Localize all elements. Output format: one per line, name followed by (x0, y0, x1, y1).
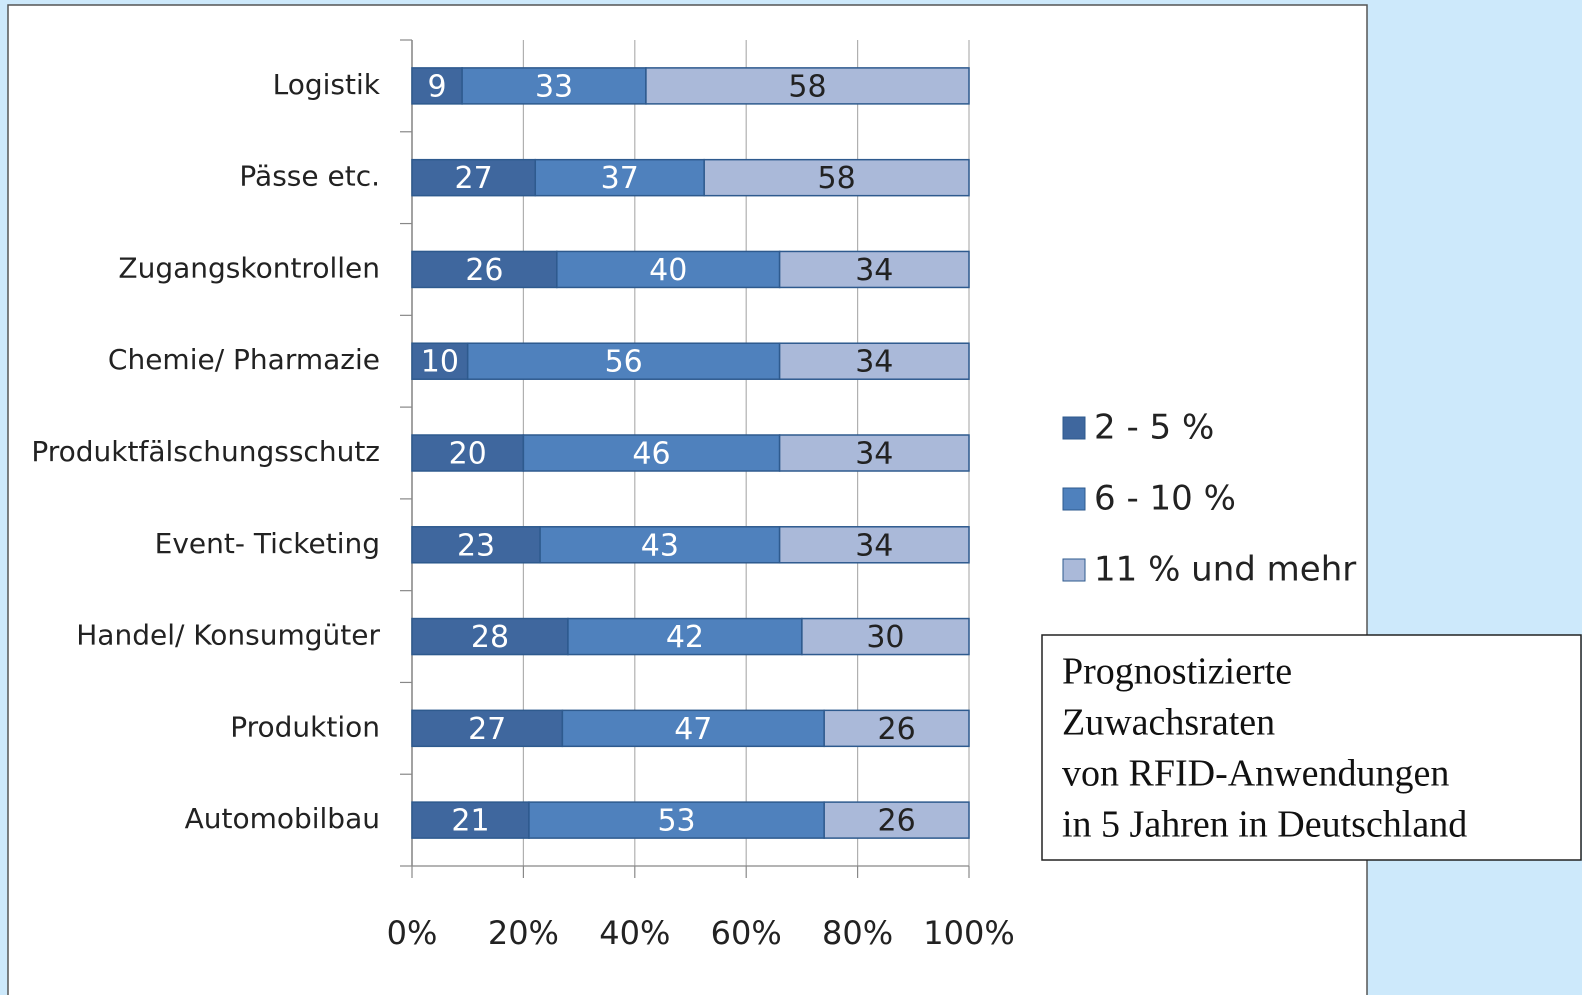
data-label: 56 (605, 345, 643, 380)
data-label: 42 (666, 620, 704, 655)
bar-segment (801, 617, 970, 656)
data-label: 46 (632, 437, 670, 472)
data-label: 10 (421, 345, 459, 380)
y-tick-label: Handel/ Konsumgüter (76, 619, 380, 652)
y-tick-label: Pässe etc. (239, 160, 380, 193)
bar-segment (778, 250, 970, 289)
bar-segment (522, 434, 781, 472)
bar-segment (411, 158, 537, 197)
legend-label: 6 - 10 % (1094, 479, 1236, 519)
bar-segment (461, 67, 647, 105)
data-label: 37 (601, 161, 639, 196)
y-tick-label: Zugangskontrollen (118, 251, 380, 284)
data-label: 23 (457, 528, 495, 563)
legend-swatch (1062, 558, 1086, 582)
bar-segment (411, 801, 530, 839)
x-tick-label: 60% (711, 914, 782, 952)
annotation-line: Prognostizierte (1062, 651, 1292, 693)
data-label: 20 (449, 437, 487, 472)
y-tick-label: Chemie/ Pharmazie (108, 343, 380, 376)
data-label: 34 (855, 437, 893, 472)
data-label: 27 (468, 712, 506, 747)
bar-segment (411, 67, 463, 105)
legend-label: 2 - 5 % (1094, 408, 1214, 448)
annotation-line: in 5 Jahren in Deutschland (1062, 804, 1467, 846)
bar-segment (823, 709, 970, 748)
bar-segment (645, 67, 970, 105)
annotation-line: Zuwachsraten (1062, 702, 1275, 744)
data-label: 27 (455, 161, 493, 196)
bar-segment (778, 342, 970, 380)
bar-segment (411, 526, 541, 564)
data-label: 34 (855, 253, 893, 288)
y-tick-label: Produktion (230, 710, 380, 743)
legend-swatch (1062, 487, 1086, 511)
annotation-line: von RFID-Anwendungen (1062, 753, 1449, 795)
data-label: 40 (649, 253, 687, 288)
data-label: 33 (535, 69, 573, 104)
x-tick-label: 40% (599, 914, 670, 952)
data-label: 9 (428, 69, 447, 104)
bar-segment (466, 342, 781, 380)
x-tick-label: 0% (387, 914, 438, 952)
data-label: 58 (788, 69, 826, 104)
data-label: 58 (818, 161, 856, 196)
y-tick-label: Automobilbau (185, 802, 380, 835)
data-label: 28 (471, 620, 509, 655)
data-label: 47 (674, 712, 712, 747)
bar-segment (567, 617, 803, 656)
bar-segment (778, 434, 970, 472)
x-tick-label: 80% (822, 914, 893, 952)
data-label: 26 (877, 804, 915, 839)
bar-segment (778, 526, 970, 564)
data-label: 34 (855, 528, 893, 563)
bar-segment (528, 801, 825, 839)
legend-label: 11 % und mehr (1094, 550, 1356, 590)
y-tick-label: Event- Ticketing (155, 527, 380, 560)
legend-swatch (1062, 416, 1086, 440)
x-tick-label: 100% (923, 914, 1014, 952)
bar-segment (411, 342, 469, 380)
x-tick-label: 20% (488, 914, 559, 952)
bar-segment (539, 526, 781, 564)
data-label: 53 (657, 804, 695, 839)
bar-segment (703, 158, 970, 197)
y-tick-label: Produktfälschungsschutz (31, 435, 380, 468)
annotation-box (1041, 634, 1582, 861)
data-label: 26 (465, 253, 503, 288)
data-label: 21 (451, 804, 489, 839)
data-label: 34 (855, 345, 893, 380)
data-label: 26 (877, 712, 915, 747)
bar-segment (556, 250, 781, 289)
data-label: 30 (866, 620, 904, 655)
bar-segment (534, 158, 705, 197)
bar-segment (823, 801, 970, 839)
y-tick-label: Logistik (273, 68, 381, 101)
data-label: 43 (641, 528, 679, 563)
